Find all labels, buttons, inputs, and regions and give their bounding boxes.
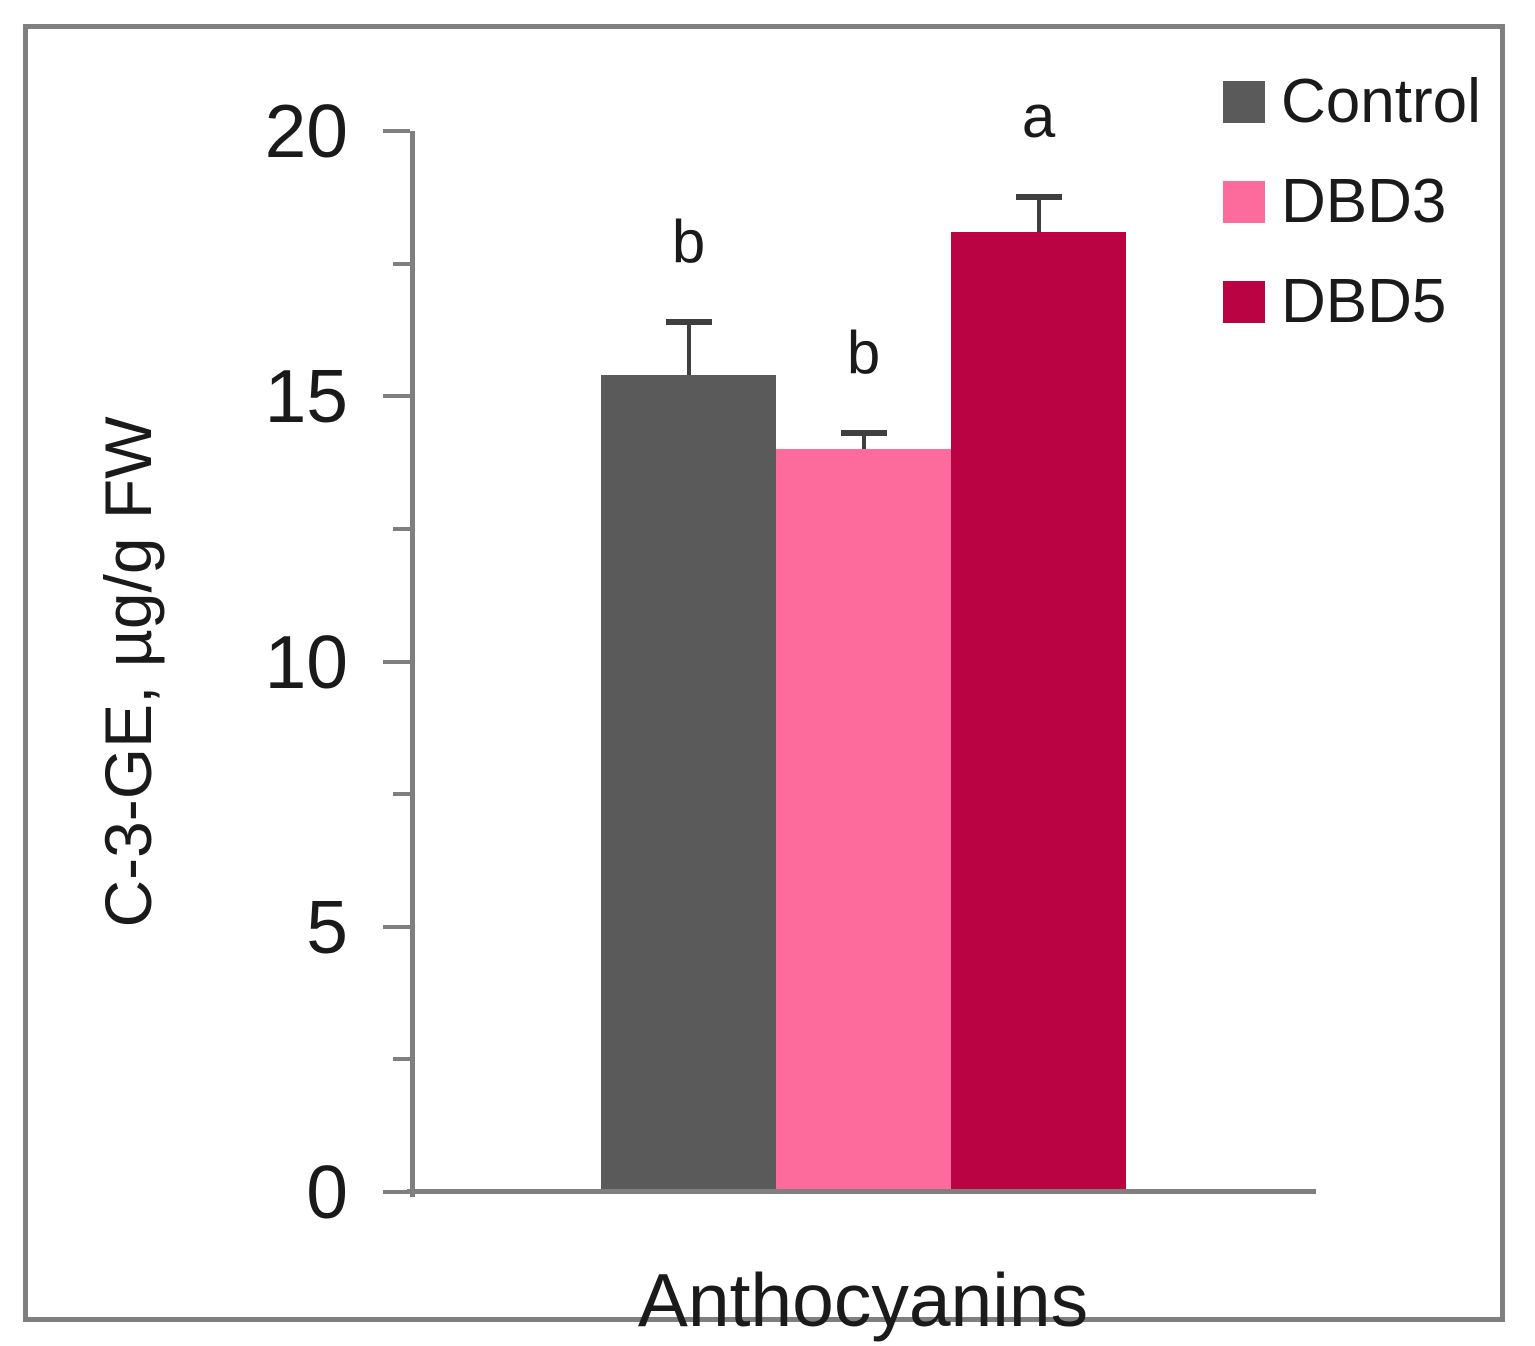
error-bar-whisker: [861, 433, 866, 450]
y-major-tick: [383, 394, 410, 399]
legend-swatch: [1223, 81, 1265, 123]
legend-label: DBD3: [1281, 167, 1447, 236]
legend-item-control: Control: [1223, 71, 1481, 133]
bar-dbd3: [776, 449, 951, 1189]
y-axis-line: [410, 131, 415, 1197]
legend-item-dbd3: DBD3: [1223, 171, 1481, 233]
error-bar-whisker: [686, 321, 691, 376]
y-minor-tick: [393, 1057, 410, 1062]
legend-swatch: [1223, 281, 1265, 323]
significance-letter: b: [846, 319, 881, 387]
y-minor-tick: [393, 526, 410, 531]
error-bar-cap: [1015, 194, 1062, 201]
y-tick-label: 5: [306, 884, 348, 969]
y-major-tick: [383, 1190, 410, 1194]
legend-label: Control: [1281, 67, 1481, 136]
error-bar-cap: [840, 430, 887, 437]
y-major-tick: [383, 129, 410, 133]
y-tick-label: 20: [264, 89, 348, 173]
bar-chart: 0 5 10 15 20 b b a C-3-GE, µg/g FW Anthocyanin…: [28, 29, 1500, 1343]
x-axis-title: Anthocyanins: [637, 1258, 1089, 1342]
y-minor-tick: [393, 261, 410, 266]
bar-control: [601, 375, 776, 1189]
legend-swatch: [1223, 181, 1265, 223]
legend-item-dbd5: DBD5: [1223, 271, 1481, 333]
significance-letter: a: [1021, 83, 1056, 151]
bar-dbd5: [951, 231, 1126, 1189]
x-axis-line: [407, 1189, 1316, 1194]
error-bar-whisker: [1036, 197, 1041, 232]
error-bar-cap: [665, 318, 712, 325]
legend: Control DBD3 DBD5: [1223, 71, 1481, 379]
legend-label: DBD5: [1281, 267, 1447, 336]
significance-letter: b: [671, 207, 706, 275]
y-major-tick: [383, 659, 410, 664]
y-axis-title: C-3-GE, µg/g FW: [91, 416, 165, 928]
y-tick-label: 0: [306, 1150, 348, 1234]
y-major-tick: [383, 924, 410, 929]
figure-frame: 0 5 10 15 20 b b a C-3-GE, µg/g FW Anthocyanin…: [23, 24, 1505, 1343]
y-tick-label: 10: [264, 619, 348, 704]
y-tick-label: 15: [264, 354, 348, 439]
y-minor-tick: [393, 792, 410, 797]
